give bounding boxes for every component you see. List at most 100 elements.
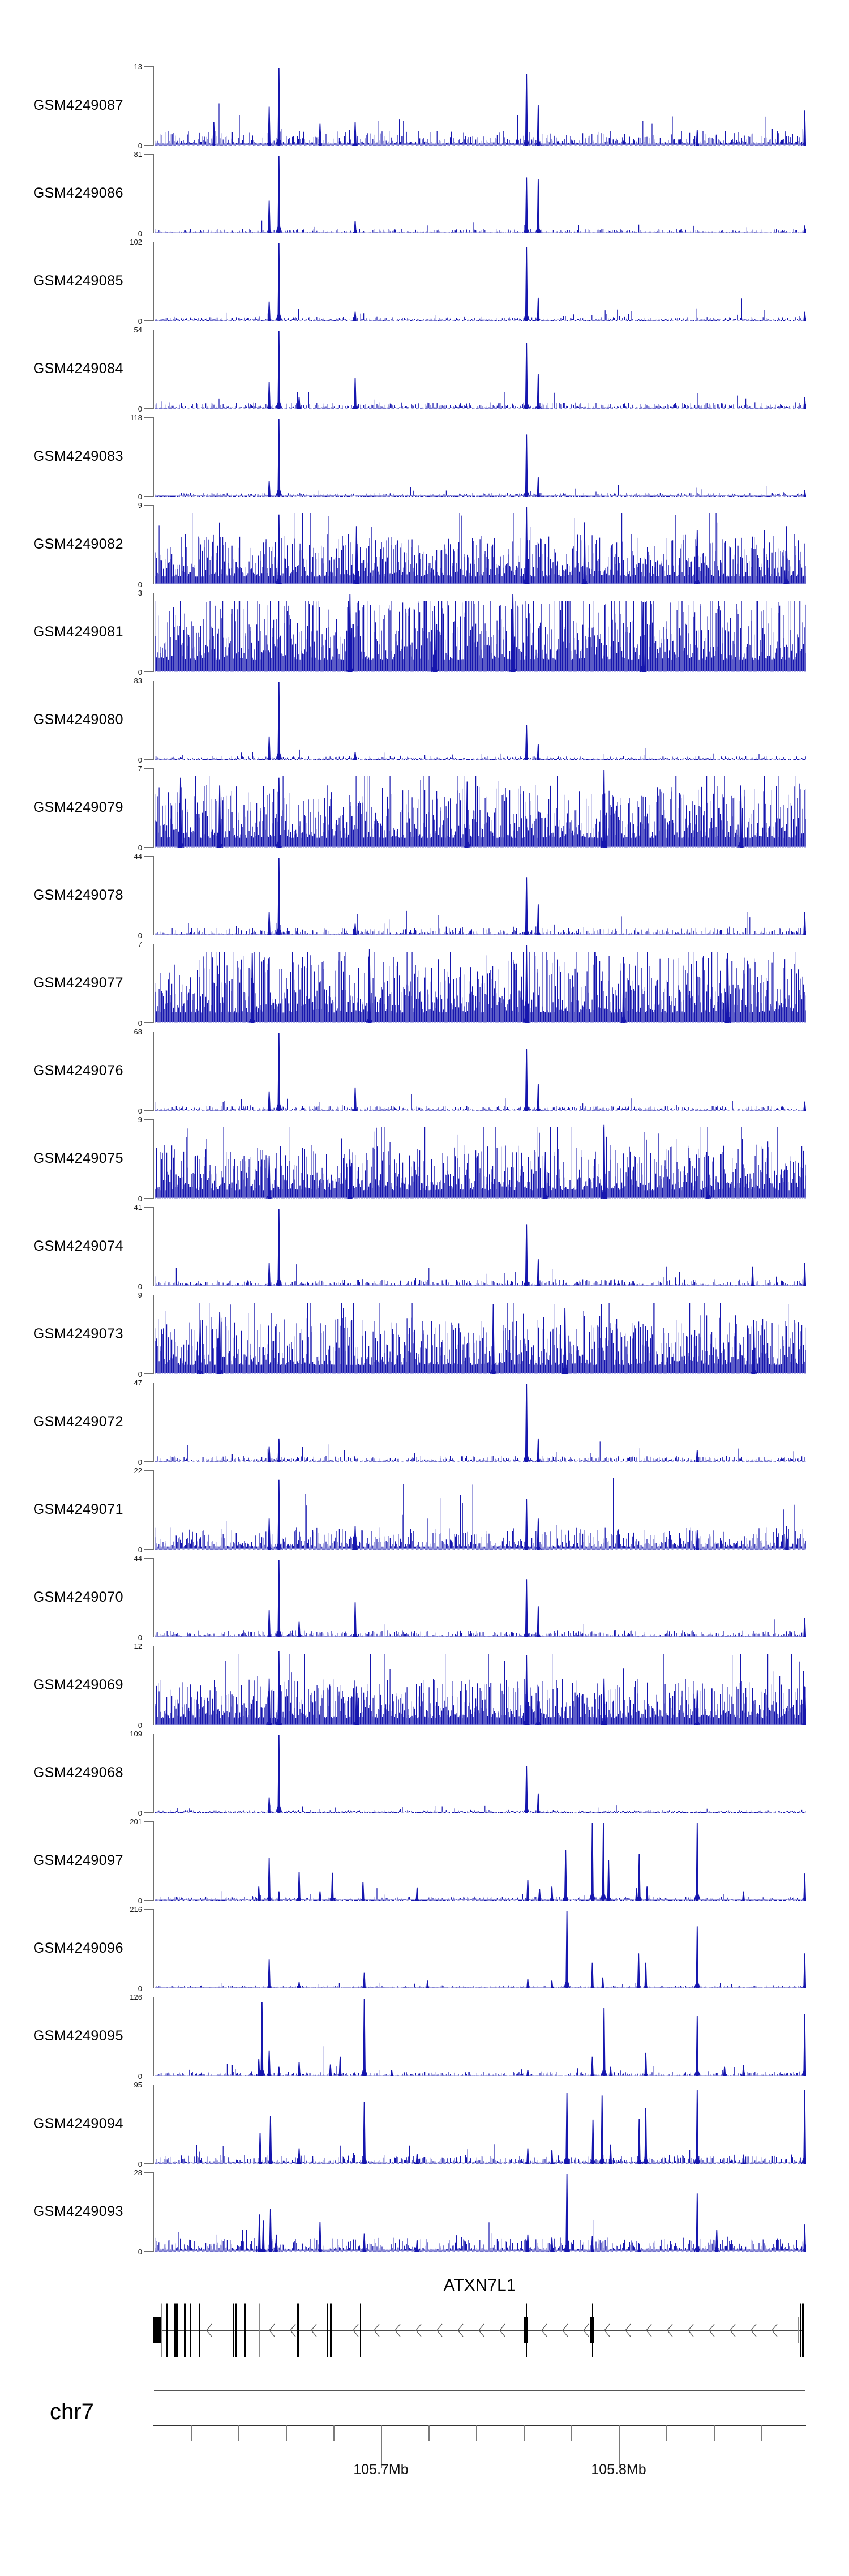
genome-axis-line <box>153 2425 806 2426</box>
yaxis-tick-top <box>144 1558 153 1559</box>
yaxis-max-label: 7 <box>138 764 142 773</box>
yaxis-tick-bottom <box>144 1549 153 1550</box>
gene-exon <box>153 2317 161 2343</box>
signal-histogram <box>154 682 806 760</box>
track-label: GSM4249078 <box>33 887 123 903</box>
yaxis-line <box>153 2172 155 2252</box>
signal-histogram <box>154 2090 806 2164</box>
yaxis-min-label: 0 <box>138 1984 142 1993</box>
yaxis-min-label: 0 <box>138 931 142 940</box>
gene-exon <box>592 2303 593 2357</box>
yaxis-max-label: 201 <box>130 1817 142 1826</box>
yaxis-max-label: 216 <box>130 1905 142 1914</box>
gene-exon <box>798 2317 799 2343</box>
signal-track: GSM4249094 95 0 <box>0 0 849 2168</box>
yaxis-min-label: 0 <box>138 1546 142 1554</box>
gene-exon <box>184 2303 186 2357</box>
yaxis-max-label: 95 <box>134 2081 142 2089</box>
yaxis-tick-bottom <box>144 2163 153 2164</box>
signal-track: GSM4249069 12 0 <box>0 0 849 1730</box>
yaxis-min-label: 0 <box>138 229 142 238</box>
yaxis-tick-bottom <box>144 1812 153 1813</box>
gene-exon <box>526 2303 527 2357</box>
yaxis-tick-bottom <box>144 1373 153 1375</box>
signal-track: GSM4249084 54 0 <box>0 0 849 413</box>
signal-histogram <box>154 1478 806 1550</box>
signal-track: GSM4249097 201 0 <box>0 0 849 1905</box>
signal-histogram <box>154 68 806 146</box>
yaxis-tick-bottom <box>144 2251 153 2252</box>
signal-track: GSM4249075 9 0 <box>0 0 849 1203</box>
signal-histogram <box>154 594 806 672</box>
gene-exon <box>800 2303 801 2357</box>
gene-exon <box>802 2303 804 2357</box>
signal-histogram <box>154 1999 806 2076</box>
yaxis-line <box>153 1558 155 1637</box>
yaxis-tick-bottom <box>144 1900 153 1901</box>
yaxis-max-label: 81 <box>134 150 142 159</box>
yaxis-line <box>153 154 155 233</box>
yaxis-min-label: 0 <box>138 1897 142 1905</box>
track-label: GSM4249095 <box>33 2028 123 2044</box>
yaxis-tick-top <box>144 1909 153 1910</box>
signal-track: GSM4249077 7 0 <box>0 0 849 1028</box>
gene-exon <box>199 2303 200 2357</box>
yaxis-max-label: 12 <box>134 1642 142 1650</box>
track-label: GSM4249093 <box>33 2203 123 2219</box>
track-label: GSM4249097 <box>33 1852 123 1868</box>
yaxis-max-label: 41 <box>134 1203 142 1212</box>
axis-minor-tick <box>571 2425 572 2441</box>
signal-track: GSM4249086 81 0 <box>0 0 849 238</box>
yaxis-line <box>153 242 155 321</box>
signal-track: GSM4249095 126 0 <box>0 0 849 2081</box>
yaxis-min-label: 0 <box>138 1370 142 1379</box>
yaxis-min-label: 0 <box>138 493 142 501</box>
gene-exon <box>233 2303 234 2357</box>
track-label: GSM4249068 <box>33 1765 123 1781</box>
yaxis-tick-bottom <box>144 759 153 760</box>
yaxis-tick-bottom <box>144 1110 153 1111</box>
yaxis-min-label: 0 <box>138 580 142 589</box>
yaxis-max-label: 22 <box>134 1466 142 1475</box>
yaxis-max-label: 47 <box>134 1379 142 1387</box>
yaxis-line <box>153 593 155 672</box>
signal-track: GSM4249076 68 0 <box>0 0 849 1115</box>
signal-histogram <box>154 156 806 233</box>
signal-histogram <box>154 1735 806 1813</box>
yaxis-min-label: 0 <box>138 668 142 677</box>
axis-minor-tick <box>666 2425 667 2441</box>
track-label: GSM4249079 <box>33 799 123 815</box>
yaxis-tick-top <box>144 1207 153 1208</box>
yaxis-line <box>153 1119 155 1199</box>
signal-histogram <box>154 331 806 409</box>
yaxis-tick-bottom <box>144 1198 153 1199</box>
yaxis-line <box>153 1470 155 1550</box>
signal-histogram <box>154 770 806 848</box>
yaxis-tick-bottom <box>144 671 153 673</box>
yaxis-line <box>153 1997 155 2076</box>
signal-histogram <box>154 243 806 321</box>
track-label: GSM4249073 <box>33 1326 123 1342</box>
yaxis-min-label: 0 <box>138 1195 142 1203</box>
yaxis-max-label: 118 <box>130 413 142 422</box>
gene-exon <box>174 2303 178 2357</box>
yaxis-tick-bottom <box>144 847 153 848</box>
track-label: GSM4249096 <box>33 1940 123 1956</box>
axis-minor-tick <box>333 2425 335 2441</box>
signal-track: GSM4249078 44 0 <box>0 0 849 940</box>
chromosome-label: chr7 <box>50 2399 94 2424</box>
axis-minor-tick <box>476 2425 477 2441</box>
axis-minor-tick <box>238 2425 239 2441</box>
track-label: GSM4249074 <box>33 1238 123 1254</box>
signal-histogram <box>154 1033 806 1111</box>
gene-exon <box>166 2303 168 2357</box>
track-label: GSM4249082 <box>33 536 123 552</box>
signal-track: GSM4249070 44 0 <box>0 0 849 1642</box>
signal-histogram <box>154 1560 806 1637</box>
signal-histogram <box>154 1384 806 1462</box>
yaxis-min-label: 0 <box>138 142 142 150</box>
axis-tick-label: 105.7Mb <box>353 2462 409 2477</box>
yaxis-tick-bottom <box>144 320 153 322</box>
track-label: GSM4249071 <box>33 1501 123 1517</box>
signal-histogram <box>154 1124 806 1199</box>
